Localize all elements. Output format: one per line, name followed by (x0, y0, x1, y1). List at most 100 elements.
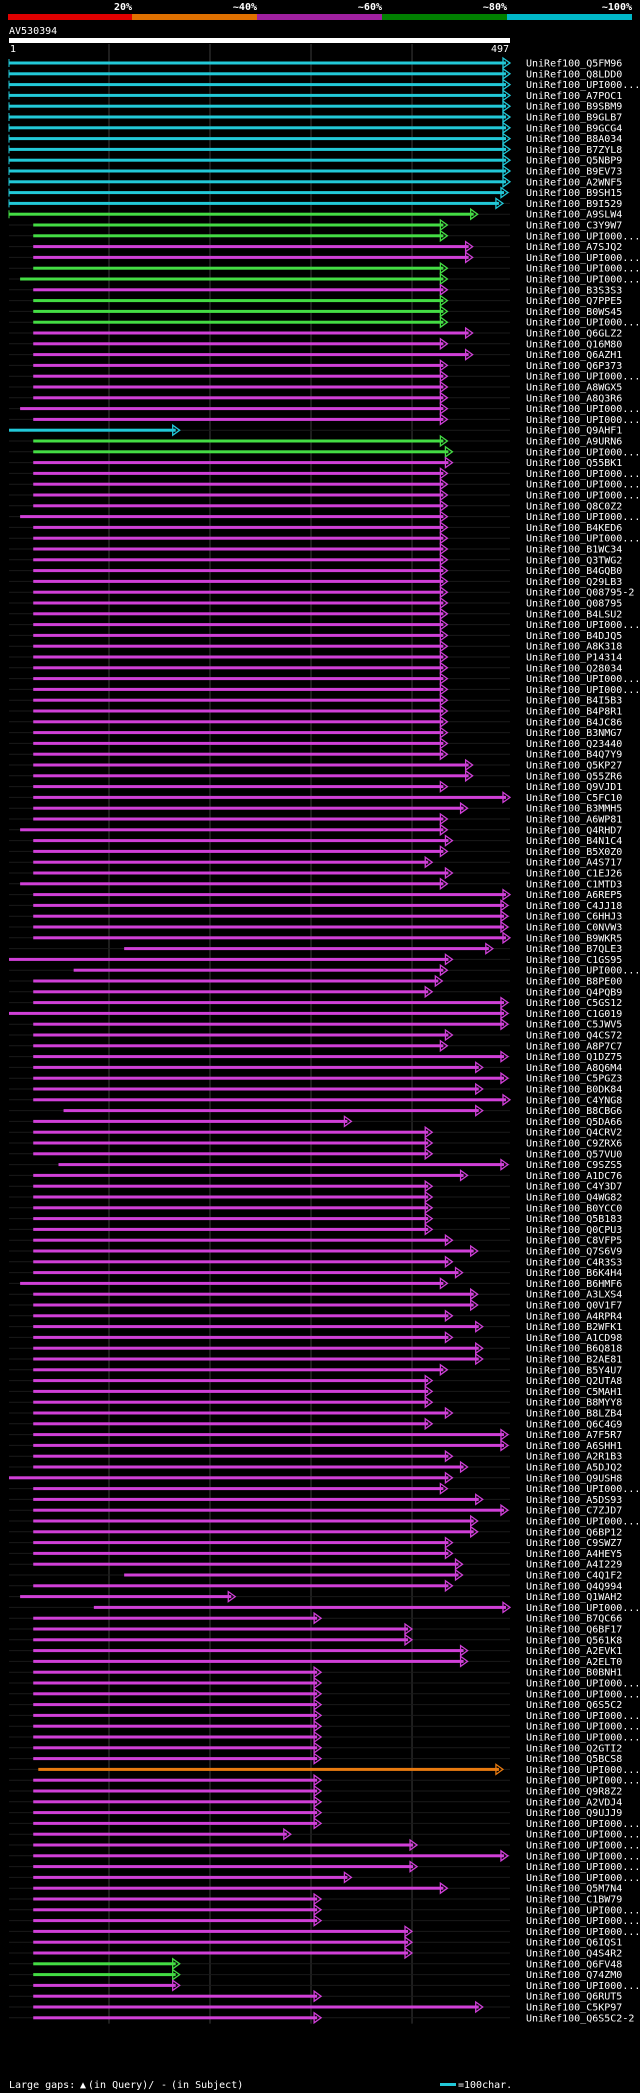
hit-label[interactable]: UniRef100_Q4CRV2 (526, 1128, 622, 1139)
hit-bar[interactable] (33, 1875, 348, 1879)
hit-bar[interactable] (33, 1454, 449, 1458)
hit-bar[interactable] (33, 590, 444, 594)
hit-bar[interactable] (33, 1746, 318, 1750)
hit-bar[interactable] (33, 1044, 444, 1048)
hit-label[interactable]: UniRef100_A5DJQ2 (526, 1463, 622, 1474)
hit-bar[interactable] (33, 1119, 348, 1123)
hit-label[interactable]: UniRef100_B0WS45 (526, 307, 622, 318)
hit-bar[interactable] (33, 785, 444, 789)
hit-label[interactable]: UniRef100_B3NMG7 (526, 728, 622, 739)
hit-bar[interactable] (33, 569, 444, 573)
hit-bar[interactable] (33, 871, 449, 875)
hit-label[interactable]: UniRef100_A7POC1 (526, 91, 622, 102)
hit-bar[interactable] (33, 417, 444, 421)
hit-bar[interactable] (9, 169, 506, 173)
hit-bar[interactable] (33, 1973, 176, 1977)
hit-bar[interactable] (33, 1292, 474, 1296)
hit-bar[interactable] (33, 709, 444, 713)
hit-bar[interactable] (33, 1130, 429, 1134)
hit-bar[interactable] (33, 342, 444, 346)
hit-label[interactable]: UniRef100_Q5FM96 (526, 59, 622, 70)
hit-bar[interactable] (33, 558, 444, 562)
hit-bar[interactable] (9, 72, 506, 76)
hit-bar[interactable] (33, 903, 504, 907)
hit-label[interactable]: UniRef100_P14314 (526, 653, 622, 664)
hit-label[interactable]: UniRef100_Q4S4R2 (526, 1949, 622, 1960)
hit-bar[interactable] (20, 882, 444, 886)
hit-bar[interactable] (33, 1681, 318, 1685)
hit-label[interactable]: UniRef100_B6Q818 (526, 1344, 622, 1355)
hit-bar[interactable] (73, 968, 444, 972)
hit-label[interactable]: UniRef100_Q9R8Z2 (526, 1787, 622, 1798)
hit-bar[interactable] (20, 407, 444, 411)
hit-label[interactable]: UniRef100_UPI000... (526, 966, 640, 977)
hit-label[interactable]: UniRef100_UPI000... (526, 1679, 640, 1690)
hit-bar[interactable] (33, 471, 444, 475)
hit-label[interactable]: UniRef100_B8MYY8 (526, 1398, 622, 1409)
hit-bar[interactable] (33, 1184, 429, 1188)
hit-label[interactable]: UniRef100_UPI000... (526, 231, 640, 242)
hit-bar[interactable] (33, 1703, 318, 1707)
hit-bar[interactable] (33, 1562, 459, 1566)
hit-bar[interactable] (33, 299, 444, 303)
hit-label[interactable]: UniRef100_Q28034 (526, 663, 622, 674)
hit-bar[interactable] (33, 774, 469, 778)
hit-bar[interactable] (33, 893, 506, 897)
hit-label[interactable]: UniRef100_Q5BCS8 (526, 1754, 622, 1765)
hit-label[interactable]: UniRef100_C5JWV5 (526, 1020, 622, 1031)
hit-bar[interactable] (33, 1832, 287, 1836)
hit-bar[interactable] (20, 277, 444, 281)
hit-bar[interactable] (9, 104, 506, 108)
hit-bar[interactable] (33, 1314, 449, 1318)
hit-label[interactable]: UniRef100_B8CBG6 (526, 1106, 622, 1117)
hit-label[interactable]: UniRef100_Q6IQS1 (526, 1938, 622, 1949)
hit-label[interactable]: UniRef100_C1MTD3 (526, 879, 622, 890)
hit-bar[interactable] (33, 1433, 504, 1437)
hit-bar[interactable] (33, 1303, 474, 1307)
hit-label[interactable]: UniRef100_Q4Q994 (526, 1581, 622, 1592)
hit-bar[interactable] (33, 525, 444, 529)
hit-label[interactable]: UniRef100_Q6C4G9 (526, 1419, 622, 1430)
hit-label[interactable]: UniRef100_Q55BK1 (526, 458, 622, 469)
hit-label[interactable]: UniRef100_Q4PQB9 (526, 987, 622, 998)
hit-label[interactable]: UniRef100_Q0V1F7 (526, 1301, 622, 1312)
hit-label[interactable]: UniRef100_UPI000... (526, 1517, 640, 1528)
hit-bar[interactable] (33, 1087, 479, 1091)
hit-bar[interactable] (33, 1551, 449, 1555)
hit-label[interactable]: UniRef100_A8P7C7 (526, 1041, 622, 1052)
hit-bar[interactable] (33, 1821, 318, 1825)
hit-bar[interactable] (33, 1217, 429, 1221)
hit-label[interactable]: UniRef100_B4JC86 (526, 717, 622, 728)
hit-label[interactable]: UniRef100_B2WFK1 (526, 1322, 622, 1333)
hit-bar[interactable] (33, 385, 444, 389)
hit-label[interactable]: UniRef100_UPI000... (526, 1927, 640, 1938)
hit-bar[interactable] (33, 731, 444, 735)
hit-label[interactable]: UniRef100_A4HEY5 (526, 1549, 622, 1560)
hit-bar[interactable] (33, 849, 444, 853)
hit-label[interactable]: UniRef100_B0BNH1 (526, 1668, 622, 1679)
hit-label[interactable]: UniRef100_Q2UTA8 (526, 1376, 622, 1387)
hit-label[interactable]: UniRef100_B9GLB7 (526, 113, 622, 124)
hit-label[interactable]: UniRef100_Q1WAH2 (526, 1592, 622, 1603)
hit-bar[interactable] (33, 677, 444, 681)
hit-label[interactable]: UniRef100_UPI000... (526, 1851, 640, 1862)
hit-bar[interactable] (33, 1389, 429, 1393)
hit-bar[interactable] (9, 93, 506, 97)
hit-bar[interactable] (9, 83, 506, 87)
hit-bar[interactable] (33, 1735, 318, 1739)
hit-label[interactable]: UniRef100_B4Q7Y9 (526, 750, 622, 761)
hit-label[interactable]: UniRef100_B0DK84 (526, 1085, 622, 1096)
hit-label[interactable]: UniRef100_C4R3S3 (526, 1257, 622, 1268)
hit-label[interactable]: UniRef100_A4RPR4 (526, 1311, 622, 1322)
hit-label[interactable]: UniRef100_Q1DZ75 (526, 1052, 622, 1063)
hit-bar[interactable] (33, 1001, 504, 1005)
hit-label[interactable]: UniRef100_Q74ZM0 (526, 1970, 622, 1981)
hit-bar[interactable] (33, 1659, 464, 1663)
hit-bar[interactable] (9, 191, 504, 195)
hit-bar[interactable] (33, 1692, 318, 1696)
hit-label[interactable]: UniRef100_C9SWZ7 (526, 1538, 622, 1549)
hit-label[interactable]: UniRef100_A2R1B3 (526, 1452, 622, 1463)
hit-label[interactable]: UniRef100_A3LXS4 (526, 1290, 622, 1301)
hit-label[interactable]: UniRef100_A2EVK1 (526, 1646, 622, 1657)
hit-label[interactable]: UniRef100_C8VFP5 (526, 1236, 622, 1247)
